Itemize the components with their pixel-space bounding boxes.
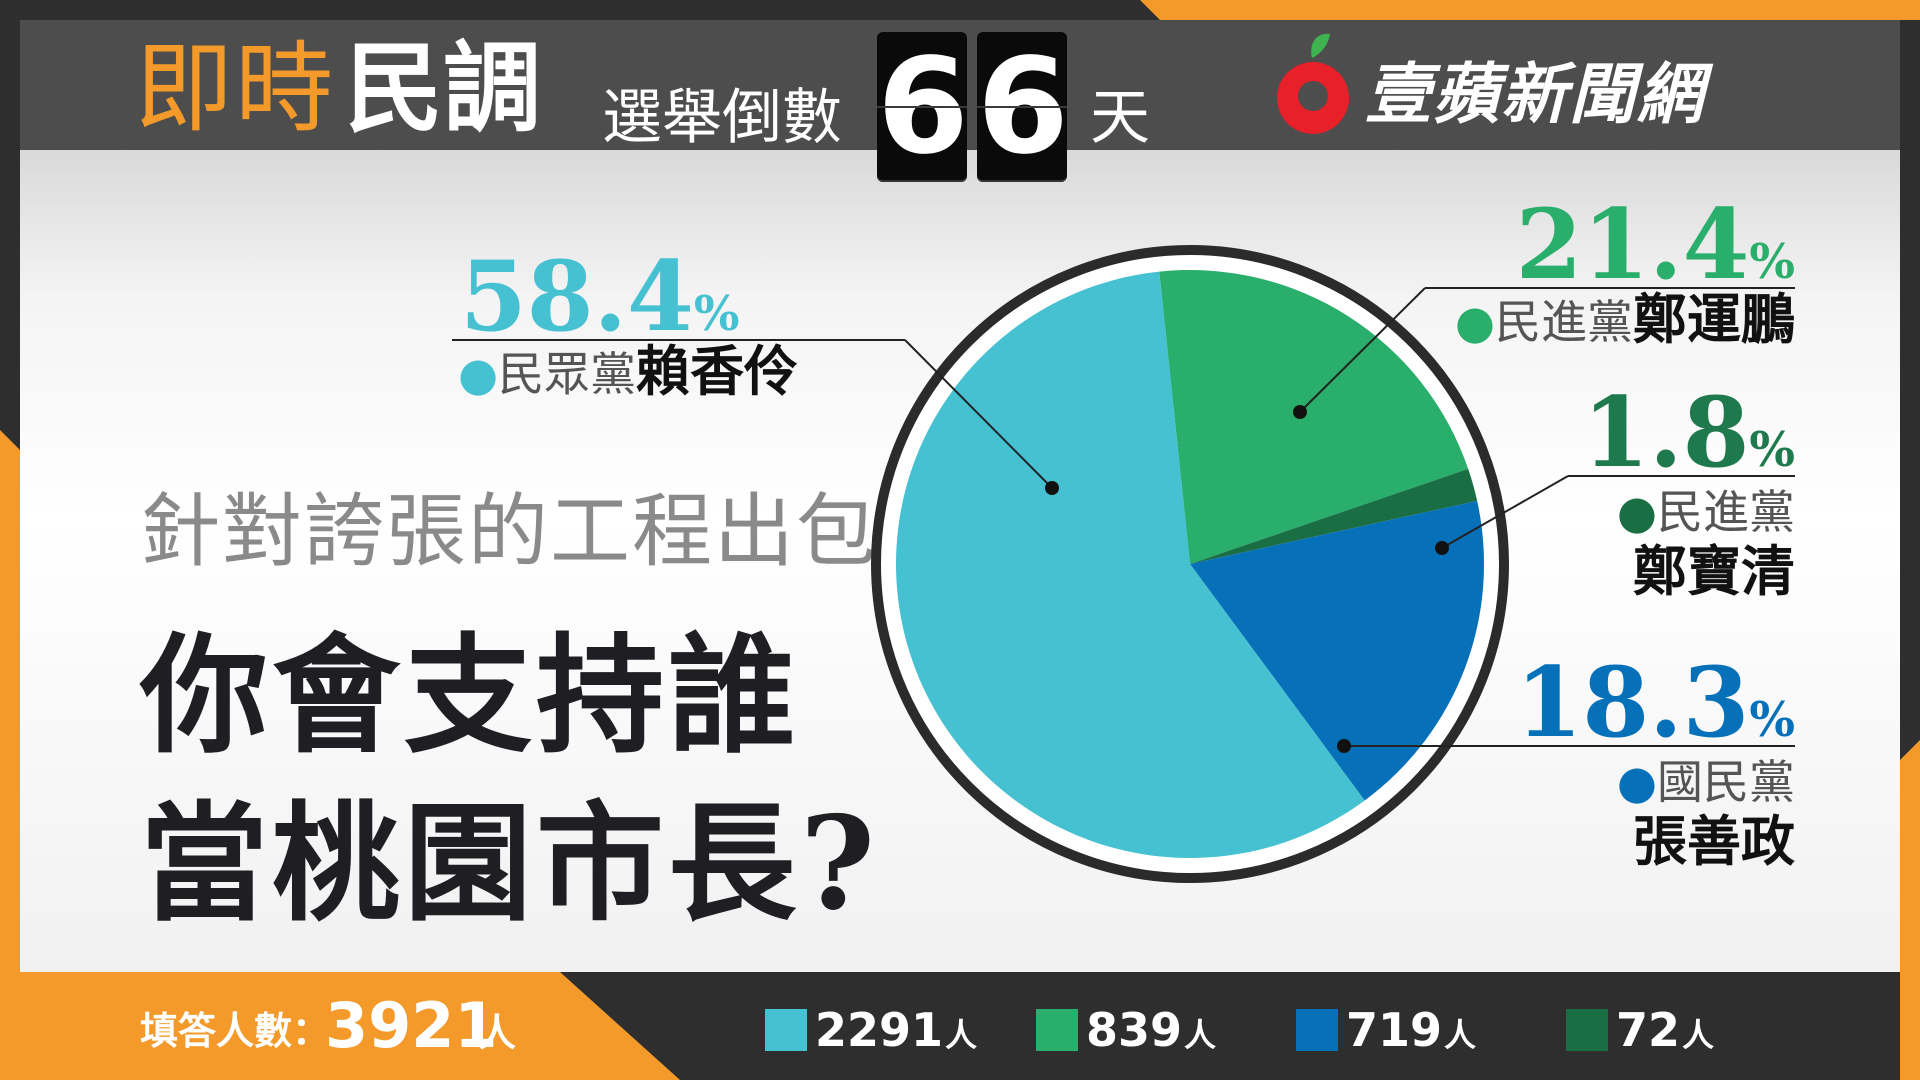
candidate-name: 張善政 [1633, 809, 1795, 873]
legend-unit: 人 [945, 1016, 978, 1054]
legend-item: 719 人 [1296, 1005, 1476, 1055]
header-title-live: 即時 [135, 32, 336, 146]
total-respondents-count: 3921 [325, 989, 498, 1062]
candidate-party: ●民進黨 [1617, 485, 1795, 539]
leader-line [904, 339, 1053, 489]
question-title-line1: 你會支持誰 [140, 621, 801, 771]
total-respondents-label: 填答人數： [140, 1009, 331, 1053]
leader-dot [1337, 739, 1351, 753]
pie-slice [895, 271, 1365, 858]
legend-unit: 人 [1682, 1016, 1715, 1054]
legend-swatch [765, 1009, 807, 1051]
leader-dot [1045, 481, 1059, 495]
leader-line [1299, 287, 1426, 413]
countdown-digit: 6 [877, 30, 969, 184]
slice-percent-label: 58.4% [460, 240, 739, 353]
slice-percent-label: 18.3% [1516, 646, 1795, 759]
legend-unit: 人 [1444, 1016, 1477, 1054]
legend-item: 839 人 [1036, 1005, 1216, 1055]
leader-line [1441, 475, 1569, 549]
legend-item: 72 人 [1566, 1005, 1714, 1055]
legend-count: 839 [1086, 1003, 1183, 1057]
countdown-digit: 6 [977, 30, 1069, 184]
legend-count: 72 [1616, 1003, 1681, 1057]
legend-count: 719 [1346, 1003, 1443, 1057]
header-title-poll: 民調 [345, 32, 542, 146]
leader-dot [1293, 405, 1307, 419]
brand-name: 壹蘋新聞網 [1365, 56, 1705, 133]
legend-swatch [1566, 1009, 1608, 1051]
legend-swatch [1296, 1009, 1338, 1051]
total-respondents-unit: 人 [478, 1011, 517, 1055]
countdown-unit: 天 [1090, 83, 1150, 153]
leader-dot [1435, 541, 1449, 555]
slice-percent-label: 1.8% [1582, 376, 1795, 489]
legend-swatch [1036, 1009, 1078, 1051]
legend-item: 2291 人 [765, 1005, 977, 1055]
question-subtitle: 針對誇張的工程出包 [140, 485, 878, 578]
apple-logo-icon [1277, 33, 1349, 134]
question-title-line2: 當桃園市長? [140, 789, 880, 939]
candidate-label: ●民進黨鄭運鵬 [1455, 287, 1795, 351]
slice-percent-label: 21.4% [1516, 188, 1795, 301]
pie-slice [1190, 468, 1478, 564]
pie-slice [1190, 500, 1484, 801]
legend-unit: 人 [1184, 1016, 1217, 1054]
candidate-party: ●國民黨 [1617, 755, 1795, 809]
countdown-label: 選舉倒數 [602, 83, 842, 153]
candidate-name: 鄭寶清 [1633, 539, 1795, 603]
pie-slice [1159, 270, 1469, 564]
candidate-label: ●民眾黨賴香伶 [458, 339, 798, 403]
legend-count: 2291 [815, 1003, 944, 1057]
